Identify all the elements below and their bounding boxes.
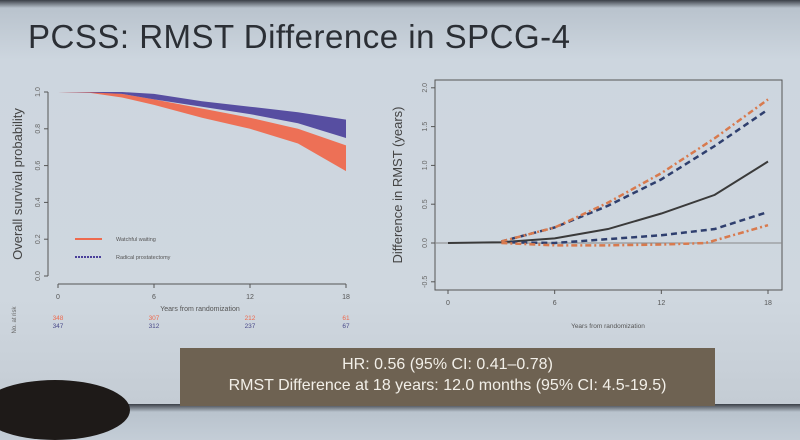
rmst-line-dashdot: [501, 223, 769, 247]
risk-count: 212: [245, 315, 256, 322]
legend-label: Radical prostatectomy: [116, 255, 171, 261]
y-tick-label: 0.0: [35, 271, 42, 281]
risk-count: 312: [149, 323, 160, 330]
rmst-text: RMST Difference at 18 years: 12.0 months…: [228, 377, 667, 394]
risk-count: 307: [149, 315, 160, 322]
y-axis-label: Difference in RMST (years): [390, 106, 405, 263]
risk-count: 347: [53, 323, 64, 330]
x-tick-label: 0: [56, 294, 60, 301]
charts: 0.0 0.2 0.4 0.6 0.8 1.0 0 6 12 18 Years from rando…: [10, 79, 783, 334]
rmst-line-dashdot: [501, 98, 769, 243]
audience-head: [0, 380, 130, 440]
x-axis-label: Years from randomization: [160, 306, 240, 313]
x-tick-label: 12: [246, 294, 254, 301]
x-tick-label: 0: [446, 300, 450, 307]
y-tick-label: 0.8: [35, 124, 42, 134]
slide-title: PCSS: RMST Difference in SPCG-4: [28, 18, 571, 55]
x-axis-label: Years from randomization: [571, 323, 645, 330]
y-tick-label: 0.0: [422, 238, 429, 248]
x-tick-label: 6: [553, 300, 557, 307]
y-tick-label: 1.5: [422, 122, 429, 132]
y-tick-label: -0.5: [422, 276, 429, 288]
rmst-line-dashed: [501, 210, 769, 245]
risk-count: 61: [342, 315, 350, 322]
x-tick-label: 6: [152, 294, 156, 301]
plot-frame: [434, 79, 783, 291]
survival-band: [58, 92, 346, 172]
risk-count: 237: [245, 323, 256, 330]
y-tick-label: 0.2: [35, 234, 42, 244]
result-banner: HR: 0.56 (95% CI: 0.41–0.78) RMST Differ…: [180, 348, 715, 406]
risk-table-label: No. at risk: [12, 306, 18, 334]
y-tick-label: 1.0: [422, 160, 429, 170]
x-tick-label: 12: [657, 300, 665, 307]
risk-count: 67: [342, 323, 350, 330]
legend-label: Watchful waiting: [116, 237, 156, 243]
y-axis-label: Overall survival probability: [10, 108, 25, 260]
y-tick-label: 1.0: [35, 87, 42, 97]
y-tick-label: 2.0: [422, 83, 429, 93]
x-tick-label: 18: [342, 294, 350, 301]
y-tick-label: 0.5: [422, 199, 429, 209]
y-tick-label: 0.4: [35, 197, 42, 207]
y-tick-label: 0.6: [35, 161, 42, 171]
x-tick-label: 18: [764, 300, 772, 307]
risk-count: 348: [53, 315, 64, 322]
hr-text: HR: 0.56 (95% CI: 0.41–0.78): [342, 356, 553, 373]
rmst-line-solid: [447, 160, 769, 244]
survival-band: [58, 92, 346, 138]
